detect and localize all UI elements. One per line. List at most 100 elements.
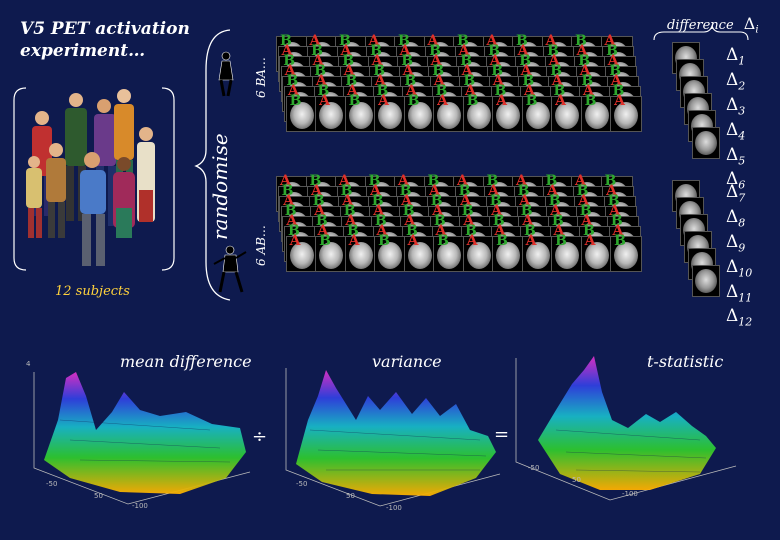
condition-letter: B xyxy=(463,73,476,89)
mean-difference-plot: 4 -50 50 -100 xyxy=(26,360,251,510)
tick-label: -100 xyxy=(622,490,638,498)
delta-symbol: Δ xyxy=(726,169,739,190)
condition-letter: B xyxy=(555,233,567,249)
condition-letter: B xyxy=(281,183,294,199)
condition-letter: A xyxy=(517,43,529,59)
silhouette-bottom xyxy=(213,245,247,293)
person-figure xyxy=(26,156,42,238)
scan-image: B xyxy=(315,233,348,272)
condition-letter: B xyxy=(368,173,381,189)
condition-letter: B xyxy=(460,53,473,69)
scan-image: A xyxy=(580,233,613,272)
tick-label: 4 xyxy=(26,360,31,368)
brain-slice xyxy=(614,242,639,269)
delta-index: 1 xyxy=(738,54,746,68)
condition-letter: B xyxy=(486,173,499,189)
condition-letter: A xyxy=(496,93,507,109)
condition-letter: A xyxy=(319,93,330,109)
condition-letter: B xyxy=(376,83,389,99)
subjects-count-label: 12 subjects xyxy=(55,284,130,299)
delta-symbol: Δ xyxy=(726,231,739,252)
condition-letter: A xyxy=(486,33,498,49)
condition-letter: A xyxy=(402,63,414,79)
condition-letter: A xyxy=(491,203,503,219)
condition-letter: A xyxy=(465,83,476,99)
scan-image: B xyxy=(492,233,525,272)
condition-letter: A xyxy=(433,73,445,89)
brain-slice xyxy=(407,242,432,269)
delta-item: Δ12 xyxy=(726,307,752,332)
delta-item: Δ7 xyxy=(726,183,752,208)
brain-slice xyxy=(437,242,462,269)
condition-letter: A xyxy=(371,53,383,69)
divide-operator: ÷ xyxy=(252,426,268,447)
tick-label: 50 xyxy=(572,476,581,484)
brain-slice xyxy=(695,269,717,293)
condition-letter: A xyxy=(284,63,296,79)
condition-letter: B xyxy=(401,53,414,69)
brain-slice xyxy=(555,242,580,269)
condition-letter: A xyxy=(373,203,385,219)
condition-letter: A xyxy=(289,233,301,249)
tick-label: -50 xyxy=(46,480,57,488)
delta-index: 10 xyxy=(738,266,753,280)
condition-letter: B xyxy=(435,83,448,99)
condition-letter: B xyxy=(519,53,532,69)
condition-letter: B xyxy=(314,63,327,79)
brain-slice xyxy=(614,102,639,129)
scan-image: B xyxy=(285,93,318,132)
condition-letter: A xyxy=(427,33,439,49)
condition-letter: B xyxy=(374,213,387,229)
condition-letter: B xyxy=(371,193,384,209)
condition-letter: A xyxy=(311,183,322,199)
tick-label: -50 xyxy=(296,480,307,488)
scan-image: B xyxy=(580,93,613,132)
condition-letter: A xyxy=(368,33,380,49)
brain-slice xyxy=(466,242,491,269)
condition-letter: A xyxy=(317,223,329,239)
condition-letter: A xyxy=(399,43,411,59)
condition-letter: A xyxy=(347,83,358,99)
delta-index: 2 xyxy=(738,79,746,93)
scan-image: B xyxy=(551,233,584,272)
condition-letter: A xyxy=(283,193,295,209)
delta-item: Δ4 xyxy=(726,120,745,146)
condition-letter: B xyxy=(458,183,471,199)
condition-letter: A xyxy=(522,213,534,229)
scan-image: A xyxy=(433,93,466,132)
axis-frame xyxy=(515,358,737,501)
condition-letter: B xyxy=(524,223,536,239)
tick-label: -50 xyxy=(528,464,539,472)
condition-letter: B xyxy=(548,193,561,209)
scan-image: A xyxy=(521,233,554,272)
tick-label: -100 xyxy=(132,502,148,510)
condition-letter: B xyxy=(496,233,508,249)
delta-symbol: Δ xyxy=(726,256,739,277)
condition-letter: B xyxy=(315,213,328,229)
delta-item: Δ11 xyxy=(726,282,752,308)
condition-letter: B xyxy=(578,53,591,69)
delta-item: Δ9 xyxy=(726,233,752,258)
condition-letter: B xyxy=(461,203,474,219)
condition-letter: B xyxy=(516,33,528,49)
delta-item: Δ3 xyxy=(726,96,745,121)
condition-letter: A xyxy=(463,213,475,229)
condition-letter: B xyxy=(581,73,594,89)
brain-slice xyxy=(584,242,609,269)
condition-letter: B xyxy=(575,33,587,49)
brain-slice xyxy=(348,102,373,129)
condition-letter: A xyxy=(520,63,532,79)
condition-letter: B xyxy=(399,183,412,199)
surface xyxy=(538,356,716,490)
condition-letter: A xyxy=(280,173,291,189)
randomise-brace xyxy=(194,29,231,301)
condition-letter: B xyxy=(489,193,502,209)
scan-image: B xyxy=(433,233,466,272)
scan-image: B xyxy=(521,93,554,132)
delta-item: Δ10 xyxy=(726,256,753,283)
condition-letter: B xyxy=(520,203,533,219)
scan-image: A xyxy=(492,93,525,132)
equals-operator: = xyxy=(494,424,510,445)
condition-letter: A xyxy=(555,93,566,109)
subjects-group-illustration xyxy=(26,89,155,266)
